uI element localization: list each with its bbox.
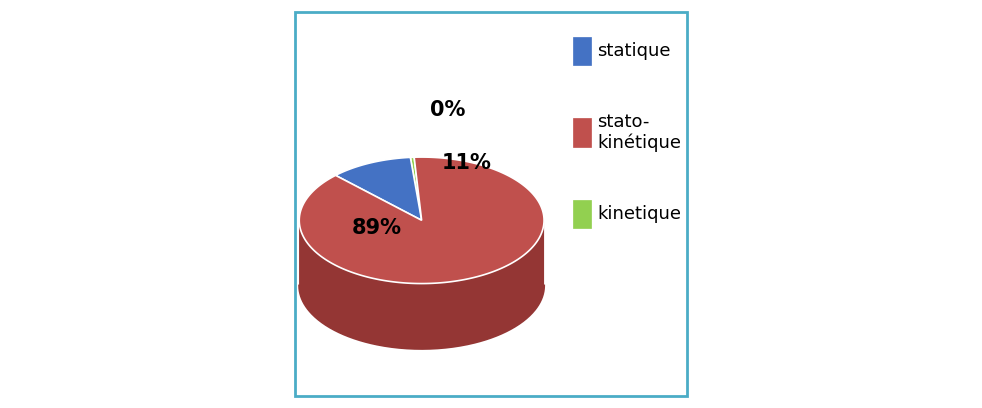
Polygon shape [336,157,421,220]
Polygon shape [300,157,544,284]
Polygon shape [300,220,544,349]
Text: 0%: 0% [430,100,465,120]
Polygon shape [300,221,544,349]
Polygon shape [410,157,421,220]
Bar [573,118,591,147]
Text: 89%: 89% [352,218,402,239]
Text: 11%: 11% [442,153,491,173]
Text: stato-
kinétique: stato- kinétique [597,113,682,152]
Bar [573,37,591,65]
Text: statique: statique [597,42,671,60]
Bar [573,200,591,228]
Text: kinetique: kinetique [597,205,682,223]
